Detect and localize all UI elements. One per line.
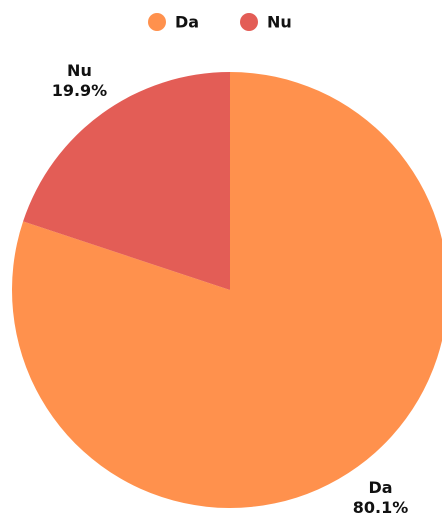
slice-label-value: 80.1% xyxy=(353,498,409,517)
pie-slice xyxy=(12,72,442,508)
legend-label: Da xyxy=(175,13,199,32)
legend-swatch xyxy=(148,13,166,31)
slice-label-value: 19.9% xyxy=(52,81,108,100)
legend-swatch xyxy=(240,13,258,31)
pie-slice xyxy=(23,71,230,290)
slice-label-name: Da xyxy=(369,478,393,497)
slice-label-name: Nu xyxy=(67,61,92,80)
legend-label: Nu xyxy=(267,13,292,32)
